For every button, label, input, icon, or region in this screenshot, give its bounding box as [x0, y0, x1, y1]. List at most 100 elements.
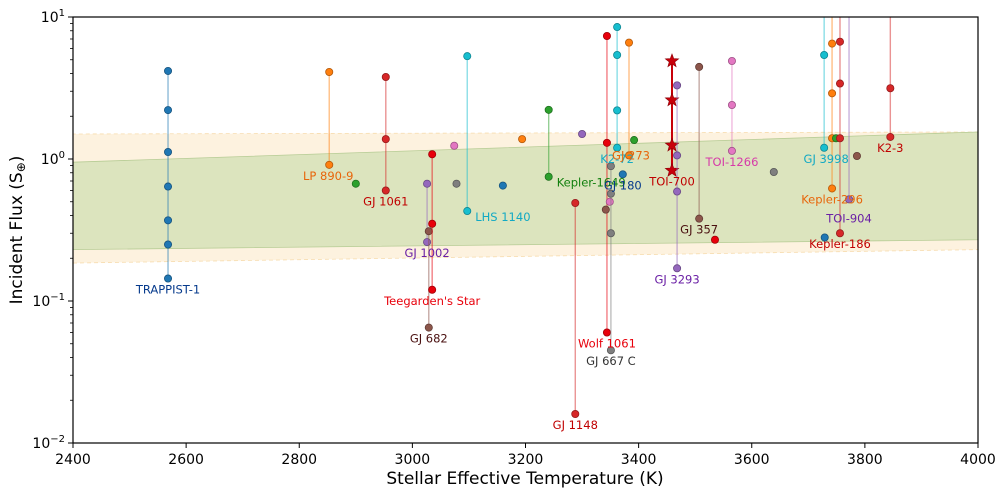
planet-marker[interactable]: [381, 72, 390, 81]
planet-marker[interactable]: [605, 197, 614, 206]
planet-marker[interactable]: [606, 162, 615, 171]
planet-marker[interactable]: [164, 106, 173, 115]
system-label: GJ 1002: [404, 246, 449, 260]
planet-marker[interactable]: [602, 31, 611, 40]
planet-marker[interactable]: [601, 205, 610, 214]
system-lp-890-9: [325, 67, 334, 169]
planet-marker[interactable]: [613, 23, 622, 32]
planet-marker[interactable]: [835, 37, 844, 46]
planet-marker[interactable]: [381, 186, 390, 195]
planet-marker[interactable]: [463, 207, 472, 216]
planet-marker[interactable]: [423, 238, 432, 247]
planet-marker[interactable]: [578, 129, 587, 138]
planet-marker[interactable]: [727, 56, 736, 65]
planet-marker[interactable]: [852, 151, 861, 160]
planet-marker[interactable]: [835, 79, 844, 88]
planet-marker[interactable]: [450, 141, 459, 150]
planet-marker[interactable]: [351, 179, 360, 188]
planet-marker[interactable]: [164, 274, 173, 283]
planet-marker[interactable]: [820, 143, 829, 152]
planet-marker[interactable]: [625, 38, 634, 47]
y-axis: 10−2 10−1 100 101: [32, 8, 73, 452]
planet-marker[interactable]: [423, 179, 432, 188]
planet-marker[interactable]: [613, 51, 622, 60]
planet-marker[interactable]: [673, 151, 682, 160]
system-label: Wolf 1061: [578, 337, 636, 351]
system-wolf-1061: [602, 31, 611, 337]
system-gj-667-c: [606, 162, 615, 355]
system-label: GJ 273: [612, 148, 650, 162]
planet-marker[interactable]: [428, 219, 437, 228]
x-tick-label: 4000: [960, 452, 996, 468]
x-tick-label: 2800: [281, 452, 317, 468]
planet-marker[interactable]: [625, 151, 634, 160]
planet-marker[interactable]: [428, 285, 437, 294]
planet-marker[interactable]: [544, 172, 553, 181]
planet-marker[interactable]: [835, 134, 844, 143]
planet-marker[interactable]: [820, 51, 829, 60]
planet-marker[interactable]: [463, 52, 472, 61]
system-unlabeled-pink-3349: [605, 197, 614, 206]
planet-marker[interactable]: [821, 2, 828, 9]
planet-marker[interactable]: [325, 160, 334, 169]
planet-marker[interactable]: [164, 182, 173, 191]
planet-marker[interactable]: [606, 346, 615, 355]
planet-marker[interactable]: [452, 179, 461, 188]
planet-marker[interactable]: [630, 136, 639, 145]
planet-marker[interactable]: [769, 167, 778, 176]
planet-marker[interactable]: [828, 2, 835, 9]
system-trappist-1: [164, 66, 173, 283]
planet-star-marker[interactable]: [664, 53, 680, 68]
system-unlabeled-brown-3786: [852, 151, 861, 160]
planet-marker[interactable]: [695, 214, 704, 223]
system-label: GJ 667 C: [586, 354, 636, 368]
planet-marker[interactable]: [424, 323, 433, 332]
planet-marker[interactable]: [695, 62, 704, 71]
planet-marker[interactable]: [835, 229, 844, 238]
planet-marker[interactable]: [618, 170, 627, 179]
system-unlabeled-brown-3342: [601, 205, 610, 214]
planet-marker[interactable]: [164, 216, 173, 225]
planet-marker[interactable]: [886, 84, 895, 93]
x-axis: 2400 2600 2800 3000 3200 3400 3600 3800 4000: [55, 443, 996, 468]
planet-marker[interactable]: [606, 189, 615, 198]
planet-marker[interactable]: [836, 2, 843, 9]
system-unlabeled-blue-3729: [820, 233, 829, 242]
system-k2-72: [613, 23, 622, 152]
planet-marker[interactable]: [673, 187, 682, 196]
planet-marker[interactable]: [673, 264, 682, 273]
planet-marker[interactable]: [544, 105, 553, 114]
planet-marker[interactable]: [820, 233, 829, 242]
planet-marker[interactable]: [887, 2, 894, 9]
planet-marker[interactable]: [613, 143, 622, 152]
planet-marker[interactable]: [727, 101, 736, 110]
system-unlabeled-orange-3194: [518, 135, 527, 144]
y-tick-label: 10−1: [32, 292, 65, 310]
planet-marker[interactable]: [613, 106, 622, 115]
planet-marker[interactable]: [602, 138, 611, 147]
planet-marker[interactable]: [424, 227, 433, 236]
planet-marker[interactable]: [828, 89, 837, 98]
planet-marker[interactable]: [571, 198, 580, 207]
planet-marker[interactable]: [164, 66, 173, 75]
planet-marker[interactable]: [673, 81, 682, 90]
planet-marker[interactable]: [381, 135, 390, 144]
planet-marker[interactable]: [164, 240, 173, 249]
planet-marker[interactable]: [164, 148, 173, 157]
planet-marker[interactable]: [828, 39, 837, 48]
planet-marker[interactable]: [886, 132, 895, 141]
planet-marker[interactable]: [606, 229, 615, 238]
planet-marker[interactable]: [428, 150, 437, 159]
planet-marker[interactable]: [518, 135, 527, 144]
planet-marker[interactable]: [325, 67, 334, 76]
planet-marker[interactable]: [845, 195, 854, 204]
planet-marker[interactable]: [602, 328, 611, 337]
planet-marker[interactable]: [571, 410, 580, 419]
planet-marker[interactable]: [828, 184, 837, 193]
planet-marker[interactable]: [845, 2, 852, 9]
x-tick-label: 3000: [395, 452, 431, 468]
system-toi-1266: [727, 56, 736, 155]
planet-marker[interactable]: [710, 235, 719, 244]
planet-marker[interactable]: [727, 146, 736, 155]
planet-marker[interactable]: [498, 181, 507, 190]
